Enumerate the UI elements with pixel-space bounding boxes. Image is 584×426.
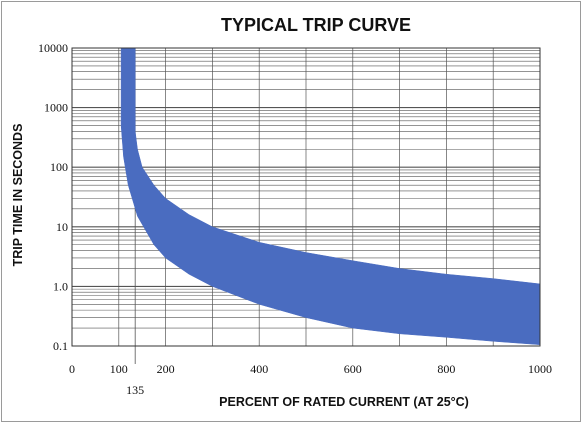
tick-labels: 0 100 200 400 600 800 1000 135 10000 1000 100 10 1.0…	[38, 41, 552, 397]
x-tick-label: 800	[437, 362, 455, 376]
y-tick-label: 10	[56, 220, 68, 234]
y-tick-label: 10000	[38, 41, 68, 55]
x-tick-label: 0	[69, 362, 75, 376]
trip-band-group	[120, 47, 541, 345]
x-tick-label: 1000	[528, 362, 552, 376]
x-tick-label: 200	[157, 362, 175, 376]
y-tick-label: 1.0	[53, 279, 68, 293]
x-tick-label: 400	[250, 362, 268, 376]
x-tick-label: 600	[344, 362, 362, 376]
y-tick-label: 100	[50, 160, 68, 174]
y-axis-title: TRIP TIME IN SECONDS	[11, 124, 25, 267]
x-tick-label: 100	[110, 362, 128, 376]
trip-time-band	[120, 47, 541, 345]
y-tick-label: 1000	[44, 101, 68, 115]
chart-title: TYPICAL TRIP CURVE	[221, 15, 411, 35]
x-axis-title: PERCENT OF RATED CURRENT (AT 25°C)	[219, 395, 469, 409]
plot-border	[71, 47, 541, 347]
y-tick-label: 0.1	[53, 339, 68, 353]
x-annotation-label: 135	[126, 383, 144, 397]
